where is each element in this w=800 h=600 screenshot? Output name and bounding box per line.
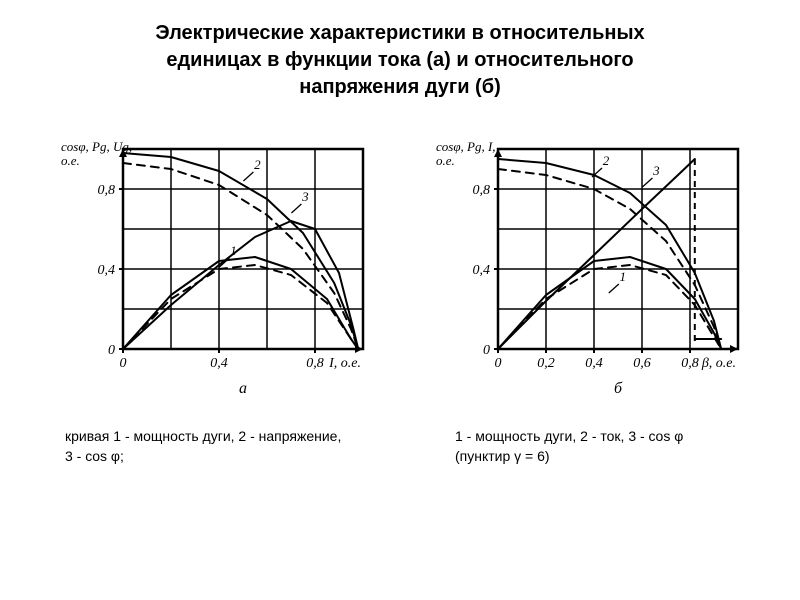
svg-text:2: 2 [602, 153, 609, 168]
svg-text:0,8: 0,8 [472, 183, 490, 198]
page-title: Электрические характеристики в относител… [30, 20, 770, 101]
svg-text:0: 0 [483, 343, 490, 358]
svg-text:0,4: 0,4 [97, 263, 115, 278]
svg-text:о.е.: о.е. [436, 153, 455, 168]
chart-b-block: 00,40,800,20,40,60,8β, о.е.cosφ, Pg, I,о… [428, 129, 748, 409]
svg-text:0,8: 0,8 [306, 356, 324, 371]
svg-text:3: 3 [652, 163, 660, 178]
chart-b: 00,40,800,20,40,60,8β, о.е.cosφ, Pg, I,о… [428, 129, 748, 409]
svg-text:0,2: 0,2 [537, 356, 555, 371]
svg-text:0: 0 [494, 356, 501, 371]
caption-a: кривая 1 - мощность дуги, 2 - напряжение… [65, 427, 345, 466]
svg-text:0,8: 0,8 [97, 183, 115, 198]
svg-text:2: 2 [254, 157, 261, 172]
title-line-1: Электрические характеристики в относител… [155, 22, 644, 44]
chart-a: 00,40,800,40,8I, о.е.cosφ, Pg, Ug,о.е.а1… [53, 129, 373, 409]
title-line-2: единицах в функции тока (а) и относитель… [166, 49, 633, 71]
svg-text:0,6: 0,6 [633, 356, 651, 371]
svg-text:cosφ, Pg, I,: cosφ, Pg, I, [436, 139, 496, 154]
svg-text:0,8: 0,8 [681, 356, 699, 371]
charts-row: 00,40,800,40,8I, о.е.cosφ, Pg, Ug,о.е.а1… [30, 129, 770, 409]
svg-text:0: 0 [119, 356, 126, 371]
svg-text:о.е.: о.е. [61, 153, 80, 168]
svg-text:0,4: 0,4 [210, 356, 228, 371]
svg-text:0: 0 [108, 343, 115, 358]
title-line-3: напряжения дуги (б) [299, 76, 500, 98]
chart-a-block: 00,40,800,40,8I, о.е.cosφ, Pg, Ug,о.е.а1… [53, 129, 373, 409]
svg-text:3: 3 [301, 189, 309, 204]
svg-text:cosφ, Pg, Ug,: cosφ, Pg, Ug, [61, 139, 132, 154]
svg-text:0,4: 0,4 [472, 263, 490, 278]
svg-text:0,4: 0,4 [585, 356, 603, 371]
svg-text:β, о.е.: β, о.е. [700, 356, 735, 371]
captions-row: кривая 1 - мощность дуги, 2 - напряжение… [30, 427, 770, 466]
svg-text:а: а [239, 380, 247, 397]
svg-text:б: б [613, 380, 622, 397]
svg-text:1: 1 [619, 269, 626, 284]
svg-text:I, о.е.: I, о.е. [328, 356, 361, 371]
caption-b: 1 - мощность дуги, 2 - ток, 3 - cos φ (п… [455, 427, 735, 466]
